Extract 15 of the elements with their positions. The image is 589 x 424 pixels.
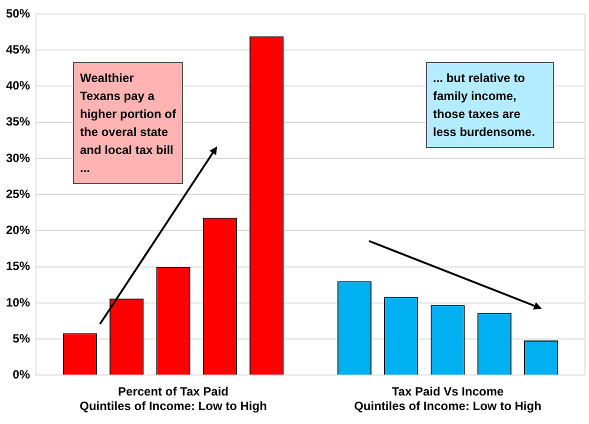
annotation: Wealthier Texans pay a higher portion of the overal state and local tax bill ...	[73, 62, 183, 184]
annotation: ... but relative to family income, those taxes are less burdensome.	[426, 62, 554, 148]
y-tick-label: 15%	[6, 259, 30, 274]
y-tick-label: 5%	[12, 331, 30, 346]
x-tick-label: Percent of Tax Paid Quintiles of Income: Low to High	[80, 384, 267, 414]
y-tick-label: 10%	[6, 295, 30, 310]
y-tick-label: 0%	[12, 368, 30, 382]
y-tick-label: 50%	[6, 6, 30, 20]
y-tick-label: 45%	[6, 42, 30, 56]
y-tick-label: 30%	[6, 150, 30, 165]
y-tick-label: 35%	[6, 114, 30, 129]
x-tick-label: Tax Paid Vs Income Quintiles of Income: Low to High	[354, 384, 542, 414]
y-tick-label: 40%	[6, 78, 30, 93]
y-tick-label: 25%	[6, 186, 30, 201]
y-tick-label: 20%	[6, 223, 30, 238]
